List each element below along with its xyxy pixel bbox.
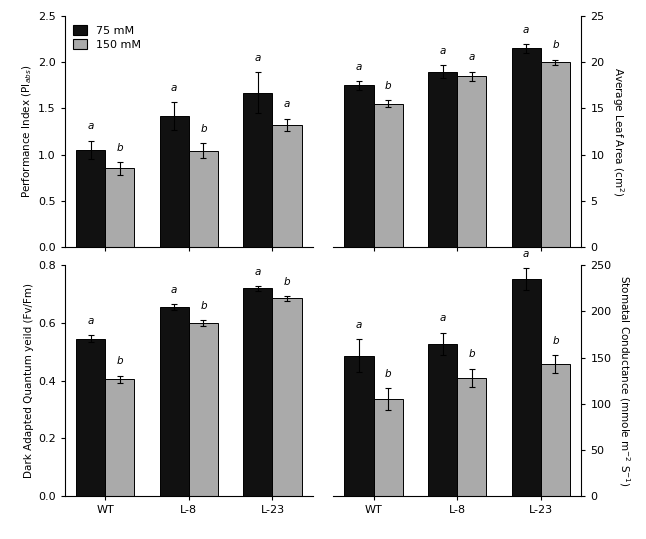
Text: b: b [385,369,391,379]
Text: b: b [468,349,475,360]
Text: a: a [284,99,290,109]
Y-axis label: Average Leaf Area (cm$^2$): Average Leaf Area (cm$^2$) [610,67,626,196]
Text: b: b [385,81,391,91]
Text: b: b [552,335,559,345]
Bar [273,125,302,247]
Text: b: b [116,143,123,153]
Text: a: a [255,267,261,277]
Bar [160,307,189,496]
Text: b: b [284,277,291,287]
Text: a: a [87,121,94,132]
Text: b: b [200,301,207,311]
Y-axis label: Performance Index (PI$_{abs}$): Performance Index (PI$_{abs}$) [20,65,34,198]
Text: a: a [171,285,178,295]
Bar [105,379,134,496]
Bar [428,72,457,247]
Bar [189,151,218,247]
Y-axis label: Dark Adapted Quantum yeild (Fv/Fm): Dark Adapted Quantum yeild (Fv/Fm) [24,283,34,478]
Bar [76,339,105,496]
Bar [541,63,570,247]
Legend: 75 mM, 150 mM: 75 mM, 150 mM [70,22,144,53]
Bar [105,168,134,247]
Text: a: a [439,46,446,56]
Text: a: a [255,53,261,63]
Text: a: a [87,316,94,326]
Bar [512,49,541,247]
Bar [243,288,273,496]
Bar [373,104,403,247]
Bar [512,279,541,496]
Text: b: b [552,40,559,50]
Bar [541,364,570,496]
Bar [344,85,373,247]
Bar [189,323,218,496]
Text: a: a [523,249,529,259]
Text: b: b [116,356,123,367]
Text: a: a [356,320,362,330]
Bar [457,76,486,247]
Text: a: a [356,61,362,72]
Text: a: a [171,83,178,93]
Bar [243,93,273,247]
Bar [160,116,189,247]
Bar [428,344,457,496]
Bar [457,378,486,496]
Y-axis label: Stomatal Conductance (mmole m$^{-2}$ S$^{-1}$): Stomatal Conductance (mmole m$^{-2}$ S$^… [617,274,632,487]
Bar [344,356,373,496]
Text: a: a [439,313,446,323]
Text: a: a [523,25,529,34]
Text: b: b [200,125,207,134]
Bar [273,299,302,496]
Text: a: a [468,52,475,63]
Bar [76,150,105,247]
Bar [373,399,403,496]
